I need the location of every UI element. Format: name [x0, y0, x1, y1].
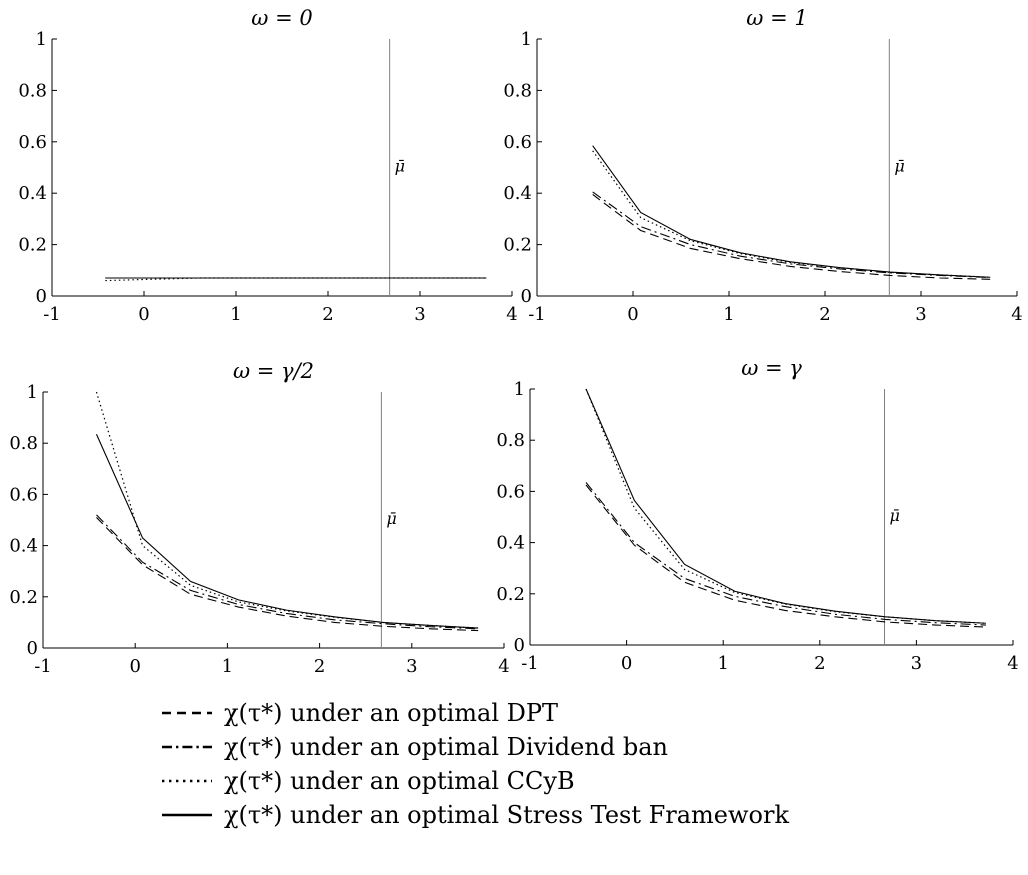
- panel-title: ω = 0: [251, 6, 312, 30]
- y-tick-label: 1: [36, 29, 47, 50]
- x-tick-label: 1: [723, 304, 734, 325]
- y-tick-label: 0.2: [496, 584, 525, 605]
- y-tick-label: 0.8: [496, 430, 525, 451]
- series-line-dashdot: [585, 482, 986, 626]
- mu-bar-label: μ̄: [894, 157, 904, 176]
- legend-swatch-dashed: [162, 711, 212, 715]
- series-line-dotted: [585, 388, 986, 624]
- x-tick-label: 2: [814, 653, 825, 674]
- mu-bar-label: μ̄: [890, 506, 900, 525]
- y-tick-label: 0: [36, 286, 47, 307]
- legend-item-dpt: χ(τ*) under an optimal DPT: [160, 696, 880, 730]
- series-line-dashed: [585, 484, 986, 628]
- legend-label: χ(τ*) under an optimal Stress Test Frame…: [224, 801, 790, 829]
- x-tick-label: 3: [406, 656, 417, 677]
- x-tick-label: 2: [314, 656, 325, 677]
- series-line-solid: [585, 388, 986, 624]
- x-tick-label: 1: [222, 656, 233, 677]
- legend-label: χ(τ*) under an optimal CCyB: [224, 767, 575, 795]
- mu-bar-label: μ̄: [386, 509, 396, 528]
- y-tick-label: 0.6: [18, 132, 47, 153]
- y-tick-label: 0.2: [503, 235, 532, 256]
- y-tick-label: 0.6: [496, 481, 525, 502]
- y-tick-label: 1: [521, 29, 532, 50]
- y-tick-label: 0.6: [503, 132, 532, 153]
- y-tick-label: 0.8: [503, 80, 532, 101]
- figure: 00.20.40.60.81-1 0 1 2 3 4ω = 0μ̄00.20.40.60.…: [9, 6, 1022, 677]
- x-tick-label: 3: [915, 304, 926, 325]
- x-tick-label: 2: [819, 304, 830, 325]
- y-tick-label: 0.8: [9, 433, 38, 454]
- x-tick-label: 4: [1011, 304, 1022, 325]
- y-tick-label: 0: [514, 635, 525, 656]
- legend-swatch-dashdot: [162, 745, 212, 749]
- x-tick-label: 0: [138, 304, 149, 325]
- x-tick-label: -1: [43, 304, 61, 325]
- legend-swatch-solid: [162, 813, 212, 817]
- x-tick-label: 4: [506, 304, 517, 325]
- x-tick-label: 1: [230, 304, 241, 325]
- legend-label: χ(τ*) under an optimal DPT: [224, 699, 559, 727]
- y-tick-label: 0.2: [18, 235, 47, 256]
- series-line-dotted: [95, 391, 479, 629]
- y-tick-label: 0: [27, 638, 38, 659]
- y-tick-label: 0.4: [9, 536, 38, 557]
- series-line-dashed: [592, 194, 991, 280]
- x-tick-label: 4: [498, 656, 509, 677]
- y-tick-label: 0.6: [9, 484, 38, 505]
- y-tick-label: 0: [521, 286, 532, 307]
- y-tick-label: 0.4: [503, 183, 532, 204]
- y-tick-label: 0.4: [496, 533, 525, 554]
- panel-title: ω = γ: [741, 356, 802, 380]
- x-tick-label: 4: [1007, 653, 1018, 674]
- x-tick-label: 0: [129, 656, 140, 677]
- x-tick-label: -1: [34, 656, 52, 677]
- series-line-dashdot: [592, 191, 991, 279]
- legend-item-dividend-ban: χ(τ*) under an optimal Dividend ban: [160, 730, 880, 764]
- legend-swatch-dotted: [162, 779, 212, 783]
- y-tick-label: 0.2: [9, 587, 38, 608]
- x-tick-label: 0: [627, 304, 638, 325]
- legend-item-stress-test: χ(τ*) under an optimal Stress Test Frame…: [160, 798, 880, 832]
- series-line-dotted: [592, 150, 991, 278]
- x-tick-label: 0: [621, 653, 632, 674]
- x-tick-label: 3: [911, 653, 922, 674]
- y-tick-label: 1: [27, 382, 38, 403]
- y-tick-label: 0.8: [18, 80, 47, 101]
- x-tick-label: 1: [717, 653, 728, 674]
- x-tick-label: 3: [414, 304, 425, 325]
- y-tick-label: 0.4: [18, 183, 47, 204]
- panel-title: ω = γ/2: [233, 359, 314, 383]
- mu-bar-label: μ̄: [395, 157, 405, 176]
- series-line-dashed: [96, 517, 479, 632]
- legend-item-ccyb: χ(τ*) under an optimal CCyB: [160, 764, 880, 798]
- legend: χ(τ*) under an optimal DPT χ(τ*) under a…: [160, 696, 880, 832]
- x-tick-label: -1: [521, 653, 539, 674]
- y-tick-label: 1: [514, 379, 525, 400]
- x-tick-label: 2: [322, 304, 333, 325]
- legend-label: χ(τ*) under an optimal Dividend ban: [224, 733, 668, 761]
- series-line-solid: [95, 434, 479, 629]
- series-line-solid: [592, 145, 991, 278]
- x-tick-label: -1: [528, 304, 546, 325]
- panel-title: ω = 1: [746, 6, 807, 30]
- series-line-dashdot: [96, 514, 479, 630]
